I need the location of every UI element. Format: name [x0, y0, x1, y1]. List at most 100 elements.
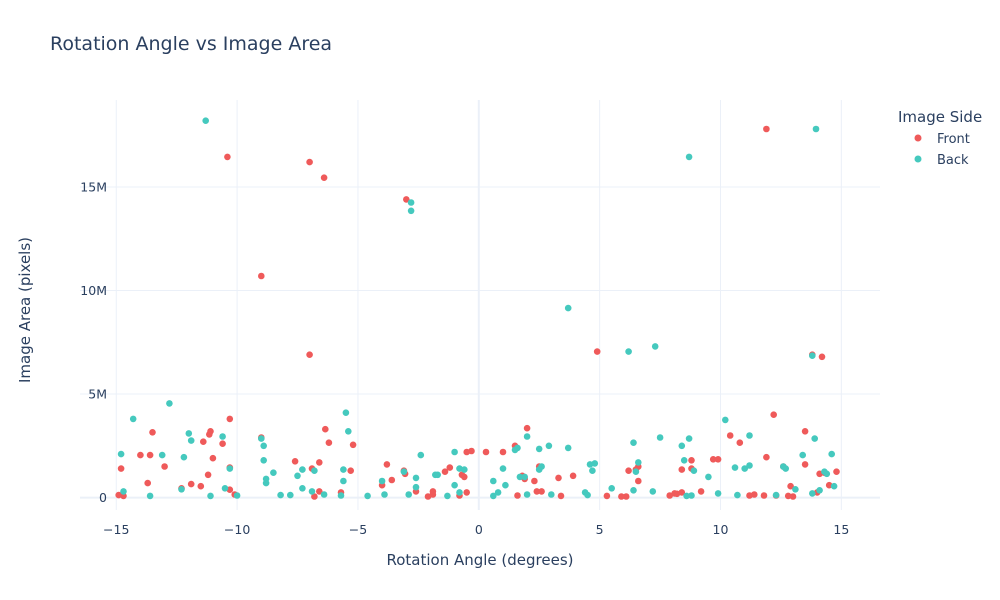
data-point-back[interactable] [407, 199, 415, 206]
data-point-front[interactable] [441, 468, 449, 476]
data-point-back[interactable] [705, 473, 712, 481]
data-point-front[interactable] [784, 492, 792, 500]
data-point-front[interactable] [789, 493, 797, 500]
data-point-front[interactable] [446, 464, 454, 471]
legend-item-front[interactable]: Front [914, 132, 970, 147]
data-point-back[interactable] [635, 459, 642, 466]
data-point-front[interactable] [204, 471, 212, 479]
data-point-front[interactable] [531, 477, 538, 485]
data-point-back[interactable] [340, 466, 347, 473]
data-point-front[interactable] [461, 473, 468, 481]
data-point-back[interactable] [656, 434, 664, 441]
data-point-back[interactable] [809, 490, 816, 497]
data-point-back[interactable] [651, 343, 659, 350]
data-point-front[interactable] [751, 491, 758, 498]
data-point-front[interactable] [635, 477, 642, 485]
data-point-back[interactable] [400, 468, 408, 476]
data-point-back[interactable] [226, 465, 234, 472]
data-point-back[interactable] [564, 304, 572, 312]
data-point-front[interactable] [514, 492, 521, 499]
data-point-front[interactable] [603, 492, 611, 500]
data-point-back[interactable] [311, 467, 318, 475]
data-point-front[interactable] [209, 454, 217, 462]
data-point-front[interactable] [468, 447, 475, 455]
data-point-back[interactable] [299, 485, 306, 492]
data-point-front[interactable] [403, 196, 410, 203]
data-point-back[interactable] [451, 448, 458, 456]
data-point-back[interactable] [816, 487, 823, 494]
data-point-front[interactable] [763, 453, 770, 461]
data-point-back[interactable] [407, 207, 415, 215]
data-point-back[interactable] [262, 475, 270, 483]
data-point-front[interactable] [117, 465, 125, 472]
data-point-back[interactable] [734, 491, 741, 499]
data-point-back[interactable] [381, 491, 388, 498]
data-point-back[interactable] [207, 492, 214, 500]
data-point-back[interactable] [444, 492, 451, 500]
data-point-back[interactable] [811, 435, 818, 442]
data-point-back[interactable] [548, 491, 555, 498]
data-point-back[interactable] [461, 466, 468, 473]
data-point-back[interactable] [608, 485, 615, 492]
data-point-back[interactable] [412, 474, 420, 482]
data-point-back[interactable] [202, 117, 209, 124]
data-point-back[interactable] [746, 462, 753, 469]
data-point-back[interactable] [499, 465, 507, 472]
data-point-front[interactable] [688, 457, 695, 464]
data-point-back[interactable] [146, 492, 154, 500]
data-point-back[interactable] [589, 467, 596, 475]
data-point-front[interactable] [316, 459, 323, 466]
data-point-front[interactable] [291, 458, 299, 465]
data-point-back[interactable] [185, 430, 193, 437]
data-point-front[interactable] [187, 480, 195, 488]
data-point-back[interactable] [187, 437, 195, 444]
data-point-back[interactable] [591, 460, 599, 467]
data-point-back[interactable] [342, 409, 350, 417]
data-point-front[interactable] [258, 272, 265, 280]
data-point-back[interactable] [685, 435, 693, 442]
data-point-front[interactable] [770, 411, 777, 419]
data-point-front[interactable] [207, 428, 214, 435]
data-point-back[interactable] [521, 473, 528, 481]
data-point-back[interactable] [378, 477, 386, 485]
data-point-front[interactable] [197, 482, 205, 490]
data-point-front[interactable] [709, 456, 717, 463]
data-point-front[interactable] [347, 467, 355, 475]
data-point-back[interactable] [683, 492, 690, 500]
data-point-back[interactable] [502, 481, 509, 489]
data-point-front[interactable] [383, 461, 391, 468]
data-point-back[interactable] [129, 415, 137, 423]
data-point-front[interactable] [482, 448, 490, 456]
data-point-front[interactable] [833, 468, 840, 476]
data-point-front[interactable] [224, 153, 231, 161]
data-point-back[interactable] [494, 489, 502, 496]
data-point-back[interactable] [364, 492, 371, 500]
data-point-front[interactable] [161, 463, 168, 470]
data-point-back[interactable] [830, 482, 838, 490]
data-point-back[interactable] [523, 433, 531, 440]
data-point-back[interactable] [451, 481, 458, 489]
data-point-front[interactable] [593, 348, 601, 355]
data-point-back[interactable] [545, 442, 553, 450]
data-point-front[interactable] [625, 467, 632, 475]
data-point-back[interactable] [538, 463, 545, 470]
data-point-front[interactable] [325, 439, 333, 447]
data-point-front[interactable] [316, 488, 323, 495]
data-point-front[interactable] [463, 489, 471, 496]
data-point-front[interactable] [306, 158, 313, 166]
data-point-back[interactable] [731, 464, 739, 471]
data-point-front[interactable] [149, 429, 156, 436]
data-point-back[interactable] [630, 439, 637, 447]
data-point-front[interactable] [388, 476, 396, 484]
data-point-back[interactable] [337, 492, 345, 499]
data-point-back[interactable] [345, 428, 352, 435]
data-point-back[interactable] [685, 153, 693, 161]
data-point-back[interactable] [270, 469, 277, 477]
data-point-back[interactable] [516, 473, 524, 481]
data-point-back[interactable] [490, 477, 497, 485]
data-point-back[interactable] [523, 491, 531, 498]
data-point-front[interactable] [825, 481, 833, 489]
data-point-back[interactable] [158, 451, 166, 459]
data-point-front[interactable] [144, 479, 151, 487]
data-point-front[interactable] [429, 491, 437, 498]
